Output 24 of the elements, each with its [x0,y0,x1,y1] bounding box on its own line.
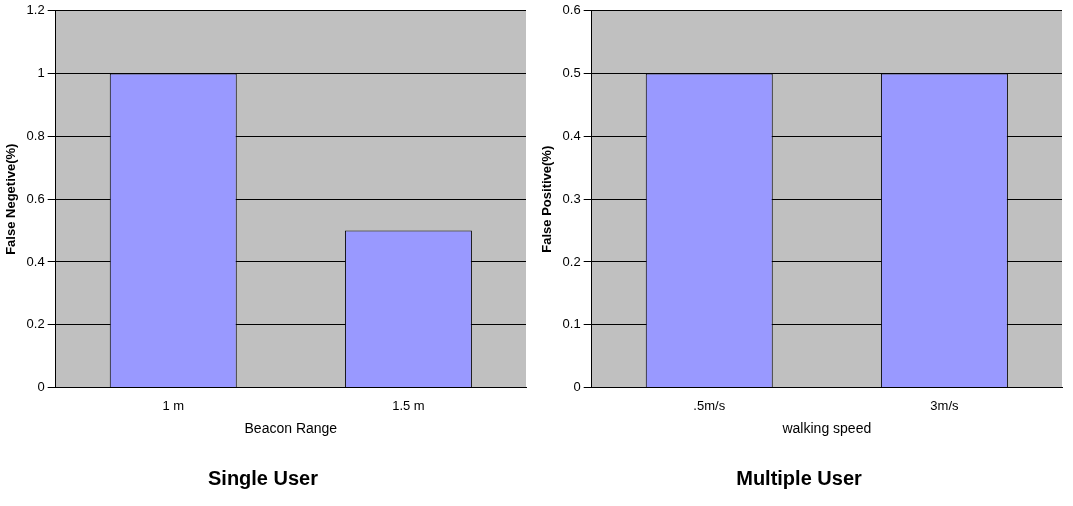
x-axis-title: Beacon Range [244,420,338,437]
y-tick-label: 0 [37,379,45,395]
y-axis-title: False Negetive(%) [3,143,19,255]
x-tick-label: .5m/s [693,397,726,413]
x-tick-label: 3m/s [930,397,959,413]
y-tick-label: 0.2 [562,253,581,269]
y-tick-label: 0 [573,379,581,395]
y-tick-label: 0.2 [26,316,45,332]
y-tick-label: 1 [37,65,45,81]
y-tick-label: 0.8 [26,127,45,143]
y-tick-label: 0.4 [562,127,581,143]
y-axis-title: False Positive(%) [539,145,555,253]
y-tick-label: 1.2 [26,2,45,18]
x-tick-label: 1 m [162,397,185,413]
text: Single User [207,466,319,489]
text: Multiple User [736,466,862,489]
y-tick-label: 0.5 [562,65,581,81]
y-tick-label: 0.1 [562,316,581,332]
x-tick-label: 1.5 m [392,397,425,413]
y-tick-label: 0.6 [562,2,581,18]
y-tick-label: 0.6 [26,190,45,206]
x-axis-title: walking speed [781,420,872,437]
y-tick-label: 0.4 [26,253,45,269]
y-tick-label: 0.3 [562,190,581,206]
